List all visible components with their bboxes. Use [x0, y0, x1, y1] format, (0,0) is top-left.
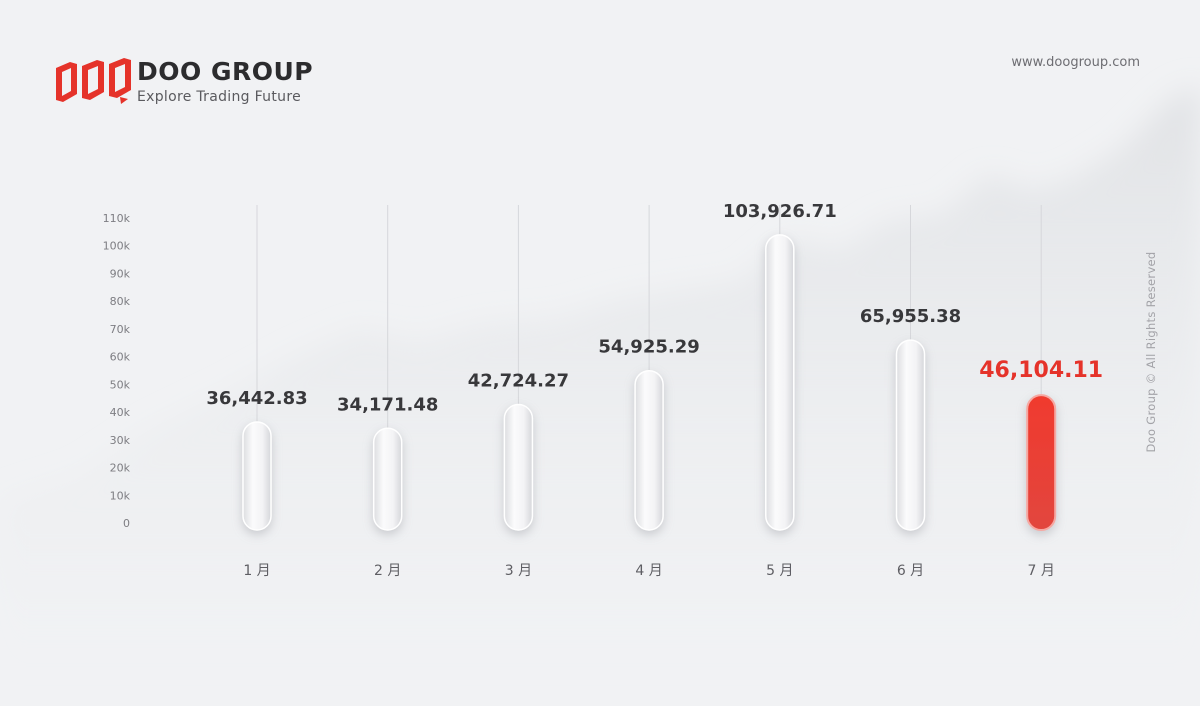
y-tick-label: 50k [110, 378, 131, 391]
y-tick-label: 20k [110, 462, 131, 475]
bar-value-label: 36,442.83 [206, 388, 307, 409]
bar[interactable] [503, 403, 534, 531]
bar[interactable] [634, 369, 664, 531]
bar[interactable] [765, 234, 795, 531]
bar[interactable] [895, 339, 926, 531]
x-category-label: 6 月 [897, 563, 924, 579]
x-category-label: 3 月 [505, 563, 532, 579]
y-tick-label: 110k [103, 212, 131, 225]
x-category-label: 5 月 [766, 563, 793, 579]
x-category-label: 7 月 [1028, 563, 1055, 579]
bar-value-label: 34,171.48 [337, 394, 438, 415]
y-tick-label: 80k [110, 295, 131, 308]
y-tick-label: 100k [103, 240, 131, 253]
bar-value-label: 46,104.11 [979, 358, 1103, 383]
website-url[interactable]: www.doogroup.com [1011, 55, 1140, 70]
y-tick-label: 30k [110, 434, 131, 447]
x-category-label: 4 月 [635, 563, 662, 579]
bar[interactable] [372, 427, 403, 531]
y-tick-label: 60k [110, 351, 131, 364]
brand-tagline: Explore Trading Future [137, 89, 301, 105]
bar-value-label: 54,925.29 [598, 337, 699, 358]
bar-value-label: 103,926.71 [723, 201, 837, 222]
bar-value-label: 65,955.38 [860, 306, 961, 327]
y-tick-label: 0 [123, 517, 130, 530]
y-tick-label: 70k [110, 323, 131, 336]
y-tick-label: 90k [110, 267, 131, 280]
bar[interactable] [242, 421, 272, 531]
y-tick-label: 10k [110, 489, 131, 502]
brand-name: DOO GROUP [137, 57, 314, 86]
y-tick-label: 40k [110, 406, 131, 419]
bar-value-label: 42,724.27 [468, 371, 569, 392]
doo-logo-icon [56, 58, 131, 104]
x-category-label: 2 月 [374, 563, 401, 579]
x-category-label: 1 月 [243, 563, 270, 579]
bar-highlighted[interactable] [1026, 394, 1057, 531]
